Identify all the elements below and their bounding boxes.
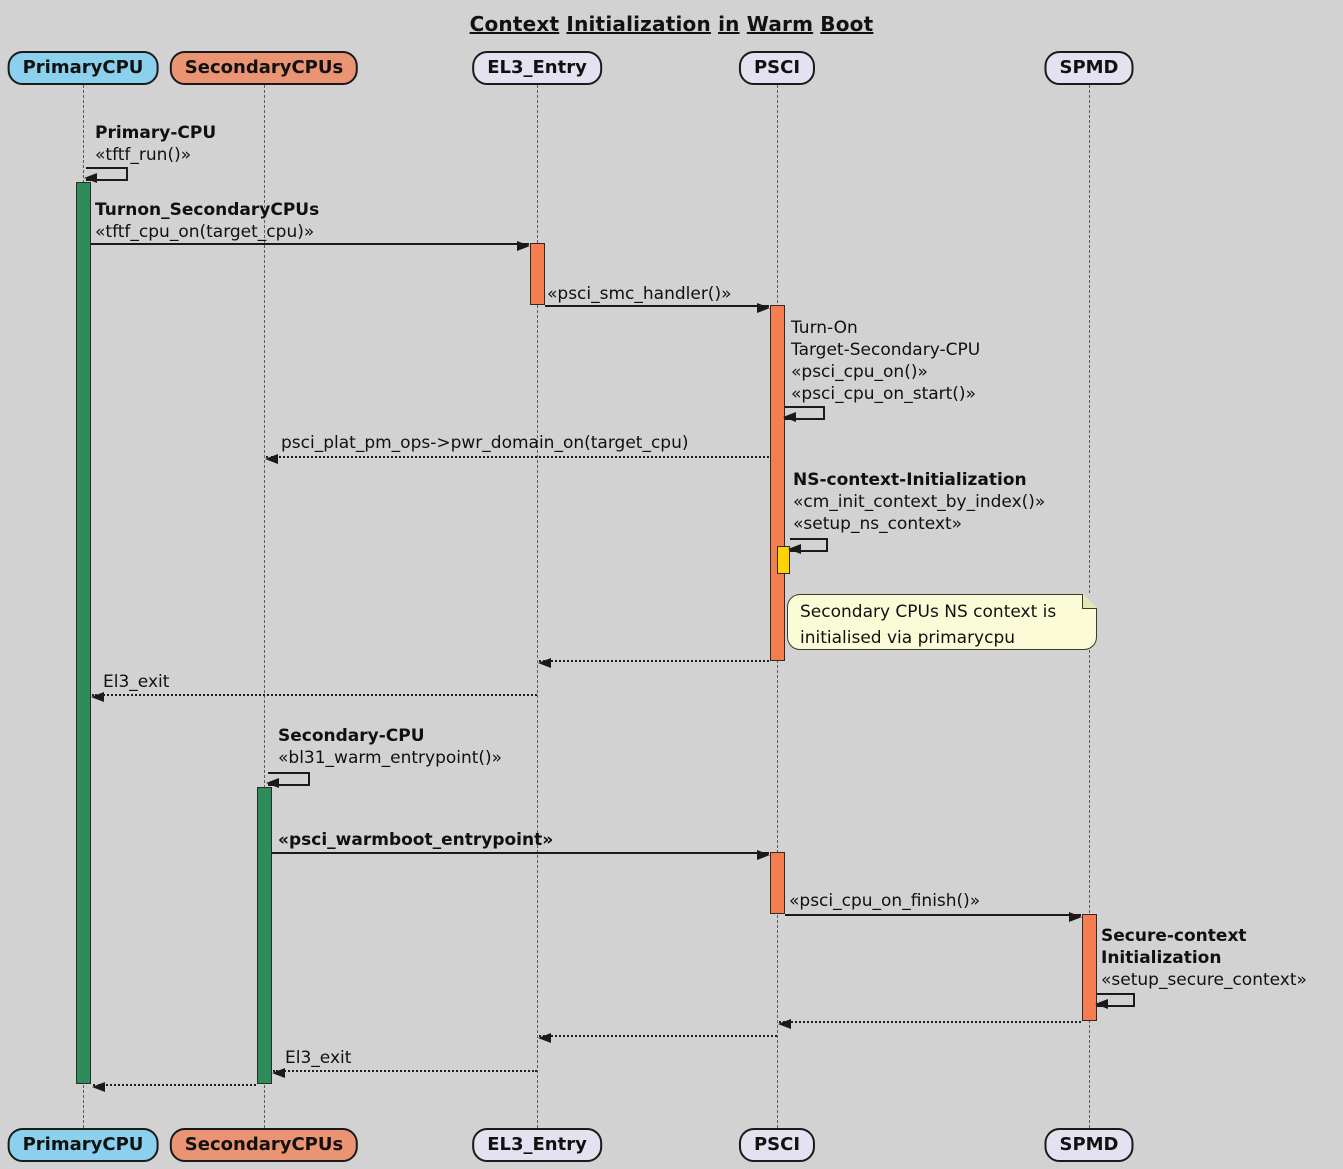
message-label: «tftf_cpu_on(target_cpu)» [95, 222, 315, 242]
activation-psci-second [769, 852, 785, 914]
return-arrow [778, 1019, 1081, 1029]
arrowhead-icon [517, 241, 530, 251]
arrowhead-icon [91, 692, 104, 702]
note: Secondary CPUs NS context is initialised… [787, 594, 1097, 650]
message-label: NS-context-Initialization «cm_init_conte… [793, 469, 1045, 535]
arrowhead-icon [538, 658, 551, 668]
arrowhead-icon [783, 412, 796, 422]
arrowhead-icon [1069, 912, 1082, 922]
return-arrow [91, 692, 537, 702]
arrowhead-icon [538, 1033, 551, 1043]
message-label-line: Secure-context [1101, 926, 1247, 946]
note-line: initialised via primarycpu [800, 628, 1016, 648]
message-label: Primary-CPU [95, 123, 217, 143]
message-label-line: «psci_cpu_on()» [791, 362, 928, 382]
activation-psci-first [769, 305, 785, 661]
message-label: El3_exit [103, 672, 170, 692]
arrowhead-icon [778, 1019, 791, 1029]
message-arrow [545, 303, 770, 313]
message-label-line: «setup_secure_context» [1101, 970, 1307, 990]
message-label-line: NS-context-Initialization [793, 470, 1027, 490]
message-label: Secure-context Initialization «setup_sec… [1101, 925, 1307, 991]
arrowhead-icon [92, 1082, 105, 1092]
lifeline-secondarycpus [263, 85, 265, 1128]
arrowhead-icon [757, 850, 770, 860]
participant-secondarycpus-bottom: SecondaryCPUs [169, 1128, 359, 1162]
self-message-arrow [84, 167, 128, 183]
return-arrow [265, 454, 769, 464]
self-message-arrow [783, 406, 825, 422]
message-label-line: «setup_ns_context» [793, 514, 963, 534]
activation-psci-ns-context [777, 546, 790, 574]
message-label: «psci_warmboot_entrypoint» [278, 830, 554, 850]
participant-spmd-bottom: SPMD [1044, 1128, 1134, 1162]
message-label: Secondary-CPU [278, 726, 425, 746]
arrowhead-icon [757, 303, 770, 313]
arrowhead-icon [1095, 999, 1108, 1009]
diagram-title: Context Initialization in Warm Boot [469, 12, 874, 36]
message-label-line: «cm_init_context_by_index()» [793, 492, 1046, 512]
activation-primarycpu [75, 182, 91, 1084]
message-arrow [271, 850, 770, 860]
arrowhead-icon [266, 778, 279, 788]
message-label: Turnon_SecondaryCPUs [95, 200, 320, 220]
self-message-arrow [788, 538, 828, 554]
return-arrow [272, 1068, 537, 1078]
arrowhead-icon [265, 454, 278, 464]
participant-el3-entry-top: EL3_Entry [472, 51, 602, 85]
self-message-arrow [1095, 993, 1135, 1009]
message-arrow [785, 912, 1082, 922]
return-arrow [538, 658, 769, 668]
self-message-arrow [266, 772, 310, 788]
message-label: El3_exit [285, 1048, 352, 1068]
message-label: «psci_smc_handler()» [547, 284, 732, 304]
activation-spmd [1081, 914, 1097, 1021]
message-label: Turn-On Target-Secondary-CPU «psci_cpu_o… [791, 317, 980, 405]
lifeline-el3-entry [536, 85, 538, 1128]
note-fold-icon [1082, 594, 1097, 609]
message-label: «tftf_run()» [95, 145, 192, 165]
message-label-line: Target-Secondary-CPU [791, 340, 981, 360]
activation-secondarycpus [256, 787, 272, 1084]
participant-spmd-top: SPMD [1044, 51, 1134, 85]
participant-psci-bottom: PSCI [738, 1128, 816, 1162]
participant-el3-entry-bottom: EL3_Entry [472, 1128, 602, 1162]
participant-primarycpu-top: PrimaryCPU [7, 51, 159, 85]
participant-psci-top: PSCI [738, 51, 816, 85]
message-label: psci_plat_pm_ops->pwr_domain_on(target_c… [281, 433, 689, 453]
return-arrow [92, 1082, 256, 1092]
message-label: «bl31_warm_entrypoint()» [278, 748, 503, 768]
return-arrow [538, 1033, 777, 1043]
arrowhead-icon [272, 1068, 285, 1078]
message-label-line: «psci_cpu_on_start()» [791, 384, 976, 404]
note-line: Secondary CPUs NS context is [800, 602, 1057, 622]
message-arrow [91, 241, 530, 251]
participant-primarycpu-bottom: PrimaryCPU [7, 1128, 159, 1162]
participant-secondarycpus-top: SecondaryCPUs [169, 51, 359, 85]
message-label: «psci_cpu_on_finish()» [789, 891, 981, 911]
activation-el3-entry [529, 243, 545, 305]
arrowhead-icon [788, 544, 801, 554]
arrowhead-icon [84, 173, 97, 183]
message-label-line: Initialization [1101, 948, 1222, 968]
message-label-line: Turn-On [791, 318, 858, 338]
